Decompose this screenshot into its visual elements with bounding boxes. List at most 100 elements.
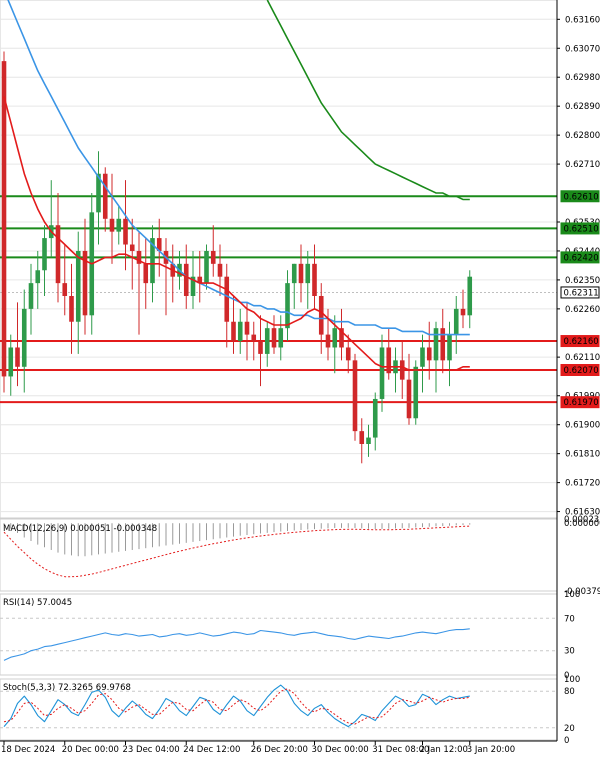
macd-signal-line xyxy=(3,525,470,578)
time-tick-label: 30 Dec 00:00 xyxy=(312,745,369,755)
candle-body xyxy=(453,308,459,335)
ma-slow-line xyxy=(266,0,470,201)
candle-body xyxy=(366,437,371,444)
candle-body xyxy=(332,328,338,348)
price-label-text: 0.62070 xyxy=(564,366,599,376)
time-tick-label: 24 Dec 12:00 xyxy=(183,745,240,755)
price-tick-label: 0.61810 xyxy=(565,450,600,460)
macd-tick-label: 0.000000 xyxy=(564,519,600,529)
candle-body xyxy=(197,276,203,284)
price-tick-label: 0.62800 xyxy=(565,131,600,141)
price-label-tag: 0.62610 xyxy=(560,190,600,203)
price-label-text: 0.62160 xyxy=(564,337,599,347)
stoch-tick-label: 0 xyxy=(564,736,569,746)
time-tick-label: 26 Dec 20:00 xyxy=(251,745,308,755)
candle-body xyxy=(244,321,250,335)
candle-body xyxy=(433,328,439,361)
candle-body xyxy=(291,263,297,284)
candle-body xyxy=(55,225,61,284)
price-tick-label: 0.62350 xyxy=(565,276,600,286)
rsi-tick-label: 70 xyxy=(564,614,575,624)
candle-body xyxy=(386,347,392,374)
stoch-main-line xyxy=(3,684,470,728)
time-tick-label: 18 Dec 2024 xyxy=(1,745,55,755)
price-label-fill xyxy=(561,251,599,263)
candle-body xyxy=(406,379,412,419)
price-label-text: 0.61970 xyxy=(564,398,599,408)
candle-body xyxy=(123,218,128,245)
stoch-signal-line xyxy=(3,688,470,725)
candle-body xyxy=(210,250,216,264)
rsi-label: RSI(14) 57.0045 xyxy=(3,598,72,608)
candle-body xyxy=(271,328,277,348)
price-label-fill xyxy=(561,364,599,376)
macd-tick-label: -0.003799 xyxy=(564,587,600,597)
candle-body xyxy=(35,270,41,284)
candle-body xyxy=(426,347,432,361)
candle-body xyxy=(1,61,7,377)
price-tick-label: 0.62110 xyxy=(565,353,600,363)
candle-body xyxy=(15,347,20,367)
candle-body xyxy=(82,250,88,316)
candle-body xyxy=(102,173,108,219)
macd-label: MACD(12,26,9) 0.000051 -0.000348 xyxy=(3,524,157,534)
candle-body xyxy=(413,366,419,419)
candle-body xyxy=(150,238,155,284)
candle-body xyxy=(21,308,27,367)
time-tick-label: 20 Dec 00:00 xyxy=(62,745,119,755)
candle-body xyxy=(372,398,378,438)
time-tick-label: 23 Dec 04:00 xyxy=(123,745,180,755)
rsi-tick-label: 30 xyxy=(564,647,575,657)
price-label-fill xyxy=(561,222,599,234)
price-label-text: 0.62420 xyxy=(564,253,599,263)
price-tick-label: 0.63070 xyxy=(565,44,600,54)
candle-body xyxy=(278,328,284,348)
candle-body xyxy=(264,328,270,354)
stoch-label: Stoch(5,3,3) 72.3265 69.9768 xyxy=(3,683,131,693)
candle-body xyxy=(96,173,101,213)
candle-body xyxy=(345,347,351,361)
rsi-line xyxy=(3,628,470,661)
candle-body xyxy=(190,276,196,296)
price-tick-label: 0.62890 xyxy=(565,102,600,112)
candle-body xyxy=(325,334,331,348)
price-label-text: 0.62311 xyxy=(564,288,599,298)
candle-body xyxy=(143,263,149,284)
candle-body xyxy=(460,308,466,316)
candle-body xyxy=(42,238,47,271)
price-label-tag: 0.62070 xyxy=(560,364,600,376)
candle-body xyxy=(318,296,324,335)
price-tick-label: 0.61720 xyxy=(565,479,600,489)
price-tick-label: 0.63160 xyxy=(565,15,600,25)
ma-fast-line xyxy=(3,96,470,371)
price-label-text: 0.62610 xyxy=(564,192,599,202)
candle-body xyxy=(298,263,304,284)
candle-body xyxy=(28,283,34,309)
price-tick-label: 0.62980 xyxy=(565,73,600,83)
price-label-fill xyxy=(561,190,599,202)
stoch-tick-label: 100 xyxy=(564,675,580,685)
candle-body xyxy=(359,431,365,444)
moving-averages xyxy=(3,0,470,371)
price-tick-label: 0.62260 xyxy=(565,305,600,315)
candle-body xyxy=(305,263,311,284)
price-tick-label: 0.61900 xyxy=(565,421,600,431)
candle-body xyxy=(285,283,290,329)
price-label-tag: 0.62420 xyxy=(560,251,600,264)
price-label-tag: 0.61970 xyxy=(560,396,600,409)
candle-body xyxy=(217,263,223,277)
time-axis: 18 Dec 2024 20 Dec 00:00 23 Dec 04:00 24 De… xyxy=(0,740,557,755)
candle-body xyxy=(224,276,230,322)
price-label-tag: 0.62510 xyxy=(560,222,600,235)
candle-body xyxy=(8,347,14,377)
stoch-tick-label: 20 xyxy=(564,724,575,734)
candle-body xyxy=(352,360,358,432)
ma-mid-line xyxy=(7,0,470,336)
candle-body xyxy=(62,283,68,296)
price-label-box xyxy=(560,286,600,299)
candle-body xyxy=(251,334,257,342)
candle-body xyxy=(204,250,209,284)
candle-body xyxy=(237,321,243,342)
